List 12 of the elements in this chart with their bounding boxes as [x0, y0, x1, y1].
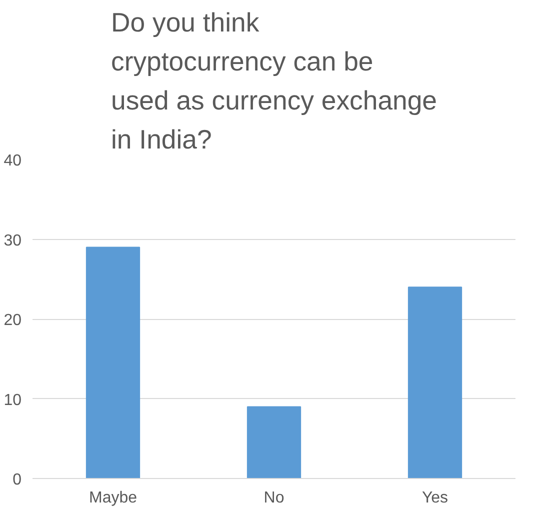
x-tick-label: Maybe — [88, 490, 138, 506]
x-tick-label: No — [264, 490, 284, 506]
y-tick-label: 40 — [4, 152, 22, 170]
y-tick-label: 20 — [4, 312, 22, 329]
y-tick-label: 30 — [4, 232, 22, 250]
chart-title: Do you think cryptocurrency can be used as currency exchange in India? — [111, 8, 438, 154]
bar — [408, 286, 462, 478]
x-tick-label: Yes — [422, 490, 448, 506]
y-tick-label: 0 — [12, 472, 22, 488]
bar — [246, 406, 302, 478]
bar — [86, 246, 140, 478]
y-tick-label: 10 — [4, 392, 22, 409]
